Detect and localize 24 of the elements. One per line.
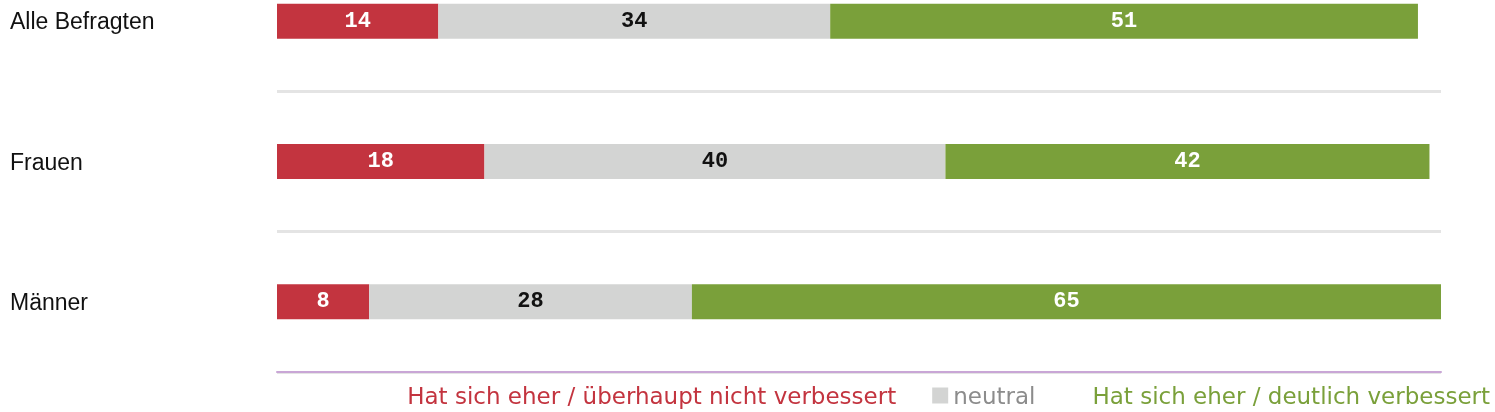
bar bbox=[691, 284, 1441, 320]
y-tick-label: Männer bbox=[10, 288, 89, 315]
bar bbox=[369, 284, 692, 320]
y-tick-label: Alle Befragten bbox=[10, 8, 155, 35]
bar bbox=[277, 144, 485, 179]
bar bbox=[438, 3, 831, 39]
bar bbox=[277, 3, 439, 39]
data-label: 18 bbox=[367, 149, 394, 174]
bar bbox=[277, 284, 370, 320]
text: Hat sich eher / überhaupt nicht verbessert bbox=[407, 382, 897, 409]
data-label: 14 bbox=[344, 8, 371, 34]
data-label: 42 bbox=[1174, 149, 1201, 174]
text: Hat sich eher / deutlich verbessert bbox=[1092, 382, 1491, 409]
data-label: 28 bbox=[517, 289, 544, 315]
bar bbox=[484, 144, 946, 179]
data-label: 40 bbox=[701, 149, 729, 174]
legend-label: neutral bbox=[953, 382, 1036, 409]
data-label: 65 bbox=[1053, 289, 1080, 315]
y-tick-label: Frauen bbox=[10, 148, 83, 175]
data-label: 51 bbox=[1110, 8, 1138, 34]
bar bbox=[830, 3, 1418, 39]
data-label: 34 bbox=[621, 8, 648, 34]
data-label: 8 bbox=[316, 289, 330, 315]
bar bbox=[945, 144, 1430, 179]
